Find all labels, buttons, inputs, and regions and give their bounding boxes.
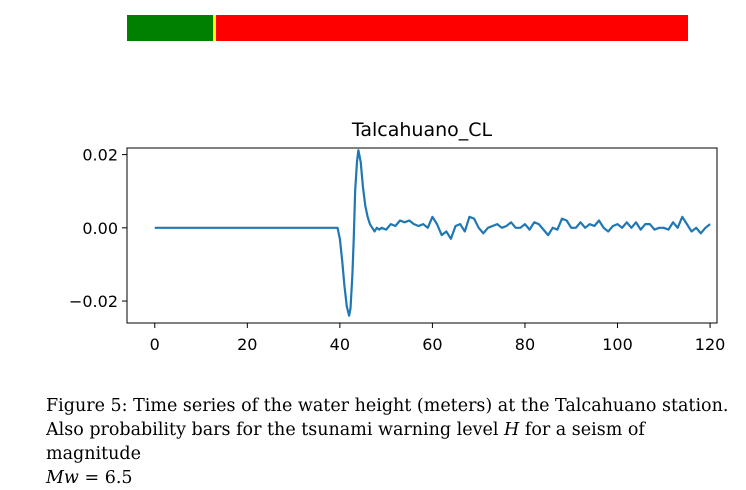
caption-figure-label: Figure 5: xyxy=(46,396,128,416)
caption-line1: Time series of the water height (meters)… xyxy=(127,396,729,416)
probability-bar-red xyxy=(216,15,688,41)
caption-var-mw: Mw xyxy=(46,468,79,488)
caption-line2-tail: for a seism of magnitude xyxy=(46,420,645,464)
y-tick-label: 0.02 xyxy=(82,146,118,165)
y-tick-label: 0.00 xyxy=(82,219,118,238)
x-tick-label: 40 xyxy=(330,335,350,354)
x-tick-label: 20 xyxy=(237,335,257,354)
chart-title: Talcahuano_CL xyxy=(351,119,493,141)
x-tick-label: 80 xyxy=(515,335,535,354)
x-tick-label: 60 xyxy=(422,335,442,354)
y-axis: −0.02 0.00 0.02 xyxy=(69,146,127,311)
x-axis: 0 20 40 60 80 100 120 xyxy=(150,323,726,354)
x-tick-label: 100 xyxy=(602,335,633,354)
y-tick-label: −0.02 xyxy=(69,292,118,311)
plot-frame xyxy=(126,147,718,324)
figure: Talcahuano_CL 0 20 40 60 80 100 120 −0.02 0.00 0… xyxy=(46,15,728,488)
caption-line3-tail: = 6.5 xyxy=(78,468,133,488)
series-line-water-height xyxy=(154,149,711,317)
caption-line2: Also probability bars for the tsunami wa… xyxy=(46,420,505,440)
x-tick-label: 120 xyxy=(695,335,726,354)
caption-var-h: H xyxy=(504,420,520,440)
figure-caption: Figure 5: Time series of the water heigh… xyxy=(46,394,736,490)
x-tick-label: 0 xyxy=(150,335,160,354)
probability-bar-green xyxy=(127,15,214,41)
probability-bar-yellow xyxy=(213,15,217,41)
line-chart: 0 20 40 60 80 100 120 −0.02 0.00 0.02 xyxy=(69,146,726,354)
